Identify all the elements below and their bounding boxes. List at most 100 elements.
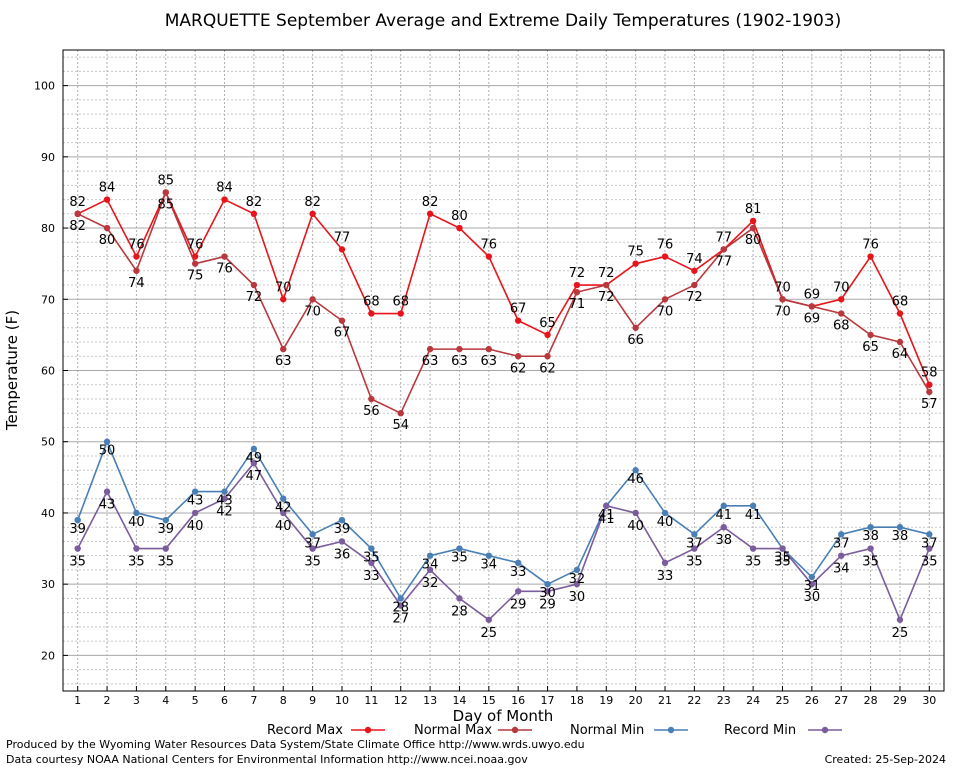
normal-min-data-label: 39 <box>158 522 175 537</box>
normal-min-point <box>250 445 258 453</box>
record-max-data-label: 68 <box>392 295 409 310</box>
record-min-point <box>573 580 581 588</box>
normal-min-data-label: 41 <box>598 508 615 523</box>
record-max-point <box>103 196 111 203</box>
record-min-point <box>485 616 493 623</box>
normal-max-data-label: 63 <box>422 354 439 369</box>
record-min-point <box>544 588 551 595</box>
normal-max-data-label: 72 <box>598 290 615 305</box>
record-max-data-label: 75 <box>627 245 644 260</box>
grid <box>63 50 944 691</box>
record-min-point <box>456 595 463 602</box>
x-tick-label: 2 <box>104 694 111 707</box>
record-min-data-label: 35 <box>304 555 321 570</box>
record-min-point <box>808 580 816 588</box>
normal-min-data-label: 38 <box>862 529 879 544</box>
record-max-data-label: 80 <box>451 209 468 224</box>
record-min-point <box>426 566 434 574</box>
x-tick-label: 20 <box>629 694 643 707</box>
normal-max-point <box>691 281 698 289</box>
normal-min-data-label: 33 <box>510 565 527 580</box>
x-tick-label: 3 <box>133 694 140 707</box>
normal-min-point <box>280 495 287 502</box>
normal-max-data-label: 75 <box>187 269 204 284</box>
normal-max-point <box>544 353 551 360</box>
normal-min-data-label: 37 <box>833 536 850 551</box>
normal-min-data-label: 41 <box>715 508 732 523</box>
normal-max-point <box>162 189 169 196</box>
record-max-data-label: 58 <box>921 366 938 381</box>
record-min-point <box>338 538 346 545</box>
record-max-data-label: 85 <box>158 173 175 188</box>
record-max-data-label: 81 <box>745 202 762 217</box>
data-labels: 82 84 76 85 76 84 82 70 82 77 68 68 82 80 76 67 65 72 72 75… <box>69 173 937 640</box>
x-tick-label: 27 <box>834 694 848 707</box>
record-max-point <box>133 253 140 260</box>
record-min-data-label: 25 <box>481 626 498 641</box>
record-max-point <box>456 224 463 232</box>
record-max-point <box>867 253 874 260</box>
normal-min-data-label: 41 <box>745 508 762 523</box>
normal-min-point <box>838 531 845 538</box>
normal-min-data-label: 34 <box>481 558 498 573</box>
record-min-point <box>749 545 757 552</box>
normal-min-data-label: 31 <box>804 579 821 594</box>
normal-max-point <box>397 410 404 417</box>
record-min-point <box>103 488 111 495</box>
x-tick-label: 11 <box>364 694 378 707</box>
normal-min-line <box>76 439 930 600</box>
record-min-data-label: 38 <box>715 533 732 548</box>
x-tick-label: 18 <box>570 694 584 707</box>
normal-min-data-label: 28 <box>392 600 409 615</box>
record-min-point <box>603 502 610 510</box>
normal-min-data-label: 50 <box>99 444 116 459</box>
x-tick-label: 26 <box>805 694 819 707</box>
x-tick-label: 8 <box>280 694 287 707</box>
normal-max-point <box>191 260 199 267</box>
normal-min-point <box>720 502 727 510</box>
record-max-legend-marker <box>364 726 372 734</box>
normal-max-data-label: 63 <box>451 354 468 369</box>
legend: Record Max Normal Max Normal Min Record Min <box>267 723 842 738</box>
record-min-data-label: 41 <box>598 512 615 527</box>
normal-max-data-label: 80 <box>745 233 762 248</box>
record-max-data-label: 67 <box>510 302 527 317</box>
normal-min-point <box>544 580 551 588</box>
x-tick-label: 16 <box>511 694 525 707</box>
normal-min-data-label: 30 <box>539 586 556 601</box>
normal-max-point <box>309 296 316 303</box>
record-max-point <box>221 196 228 203</box>
record-max-point <box>368 310 375 317</box>
normal-max-data-label: 65 <box>862 340 879 355</box>
normal-min-point <box>749 502 757 510</box>
record-min-data-label: 29 <box>510 597 527 612</box>
record-max-point <box>926 381 933 388</box>
record-min-point <box>691 545 698 552</box>
normal-max-data-label: 68 <box>833 319 850 334</box>
record-min-data-label: 47 <box>246 469 263 484</box>
record-max-data-label: 74 <box>686 252 703 267</box>
x-tick-label: 10 <box>335 694 349 707</box>
normal-max-point <box>632 324 639 331</box>
normal-max-data-label: 70 <box>304 304 321 319</box>
normal-max-data-label: 64 <box>892 347 909 362</box>
x-tick-label: 5 <box>192 694 199 707</box>
record-max-point <box>573 281 581 289</box>
record-min-data-label: 35 <box>921 555 938 570</box>
record-max-data-label: 84 <box>99 181 116 196</box>
normal-min-legend-label: Normal Min <box>570 723 644 738</box>
record-min-data-label: 35 <box>69 555 86 570</box>
record-min-point <box>867 545 874 552</box>
y-tick-label: 30 <box>41 578 55 591</box>
normal-max-point <box>74 210 81 218</box>
record-min-point <box>309 545 316 552</box>
record-max-data-label: 69 <box>804 287 821 302</box>
normal-min-data-label: 35 <box>451 551 468 566</box>
normal-min-point <box>74 516 81 524</box>
normal-min-data-label: 39 <box>334 522 351 537</box>
normal-min-point <box>485 552 493 559</box>
record-min-point <box>250 459 258 467</box>
normal-min-data-label: 35 <box>363 551 380 566</box>
record-min-data-label: 28 <box>451 604 468 619</box>
